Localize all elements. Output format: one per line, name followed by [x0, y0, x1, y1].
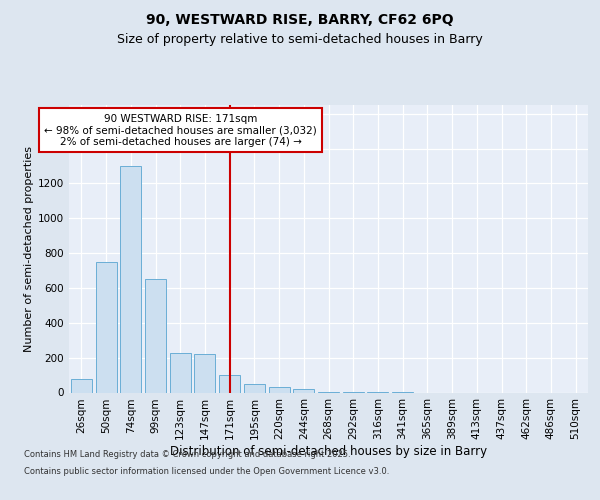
Text: Contains HM Land Registry data © Crown copyright and database right 2025.: Contains HM Land Registry data © Crown c…: [24, 450, 350, 459]
Text: Contains public sector information licensed under the Open Government Licence v3: Contains public sector information licen…: [24, 466, 389, 475]
Bar: [170, 354, 191, 393]
Bar: [293, 389, 314, 392]
Bar: [194, 354, 215, 393]
Bar: [145, 279, 166, 392]
Bar: [219, 375, 240, 392]
Y-axis label: Number of semi-detached properties: Number of semi-detached properties: [24, 146, 34, 352]
Bar: [95, 262, 116, 392]
Bar: [120, 166, 141, 392]
X-axis label: Distribution of semi-detached houses by size in Barry: Distribution of semi-detached houses by …: [170, 445, 487, 458]
Bar: [244, 384, 265, 392]
Text: Size of property relative to semi-detached houses in Barry: Size of property relative to semi-detach…: [117, 32, 483, 46]
Text: 90, WESTWARD RISE, BARRY, CF62 6PQ: 90, WESTWARD RISE, BARRY, CF62 6PQ: [146, 12, 454, 26]
Bar: [269, 388, 290, 392]
Text: 90 WESTWARD RISE: 171sqm
← 98% of semi-detached houses are smaller (3,032)
2% of: 90 WESTWARD RISE: 171sqm ← 98% of semi-d…: [44, 114, 317, 147]
Bar: [71, 380, 92, 392]
